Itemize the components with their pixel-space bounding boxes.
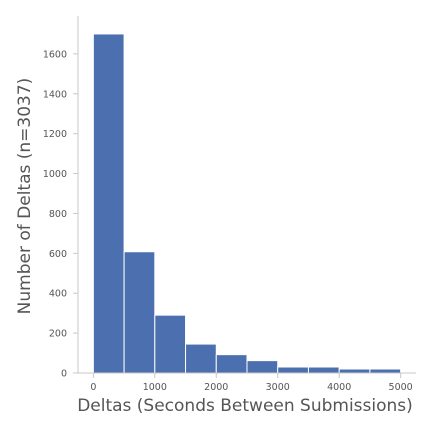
y-tick-label: 600 (49, 249, 67, 260)
y-tick-label: 200 (49, 329, 67, 340)
histogram-bar (307, 366, 340, 374)
histogram-bar (277, 366, 309, 374)
y-tick-label: 400 (49, 289, 67, 300)
x-tick-label: 0 (90, 382, 96, 393)
x-tick-label: 3000 (266, 382, 290, 393)
histogram-bar (123, 251, 156, 374)
y-tick-label: 800 (49, 209, 67, 220)
x-axis-label: Deltas (Seconds Between Submissions) (77, 396, 413, 416)
histogram-bar (185, 343, 217, 374)
bars-group (92, 33, 402, 374)
y-ticks-group: 0 200 400 600 800 1000 1200 1400 1600 (43, 49, 78, 380)
histogram-bar (369, 368, 402, 374)
x-tick-label: 1000 (143, 382, 167, 393)
y-tick-label: 1200 (43, 129, 67, 140)
x-tick-label: 4000 (327, 382, 351, 393)
histogram-bar (215, 354, 248, 374)
y-tick-label: 1600 (43, 49, 67, 60)
x-tick-label: 5000 (389, 382, 413, 393)
y-tick-label: 1400 (43, 89, 67, 100)
y-axis-label: Number of Deltas (n=3037) (15, 78, 35, 315)
y-tick-label: 1000 (43, 169, 67, 180)
histogram-bar (92, 33, 125, 374)
histogram-bar (154, 314, 187, 374)
x-tick-label: 2000 (204, 382, 228, 393)
x-ticks-group: 0 1000 2000 3000 4000 5000 (90, 373, 413, 393)
y-tick-label: 0 (61, 369, 67, 380)
histogram-bar (246, 360, 279, 374)
histogram-bar (338, 368, 371, 374)
